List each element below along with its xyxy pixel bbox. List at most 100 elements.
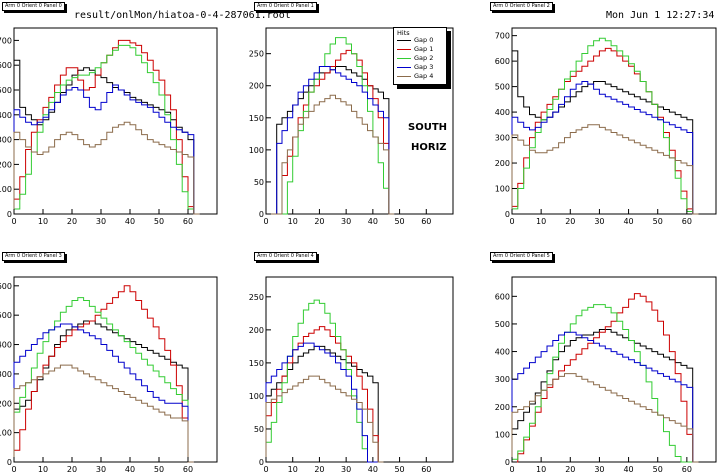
panel-4-ytick-label: 250 xyxy=(249,293,264,302)
panel-3-ytick-label: 200 xyxy=(0,399,12,408)
panel-3-xtick-label: 10 xyxy=(38,465,48,474)
panel-5-xtick-label: 40 xyxy=(623,465,633,474)
panel-5-ytick-label: 500 xyxy=(495,320,510,329)
panel-2-frame xyxy=(511,27,717,215)
panel-3-xtick-label: 60 xyxy=(183,465,193,474)
panel-4-xtick-label: 50 xyxy=(394,465,404,474)
panel-5-ytick-label: 100 xyxy=(495,430,510,439)
panel-5-ytick-label: 300 xyxy=(495,375,510,384)
panel-1-xtick-label: 30 xyxy=(341,217,351,226)
panel-3-ytick-label: 600 xyxy=(0,282,12,291)
panel-5-xtick-label: 60 xyxy=(682,465,692,474)
panel-1-series-gap-4 xyxy=(266,94,395,215)
panel-0-ytick-label: 500 xyxy=(0,86,12,95)
panel-2-ytick-label: 400 xyxy=(495,108,510,117)
panel-3-title: Arm 0 Orient 0 Panel 3 xyxy=(2,252,65,261)
panel-5-series-gap-4 xyxy=(511,373,699,463)
panel-1-xtick-label: 50 xyxy=(394,217,404,226)
panel-4-title: Arm 0 Orient 0 Panel 4 xyxy=(254,252,317,261)
panel-3-xtick-label: 30 xyxy=(96,465,106,474)
panel-5-series-gap-3 xyxy=(511,331,699,463)
panel-2-xtick-label: 20 xyxy=(565,217,575,226)
panel-0-ytick-label: 700 xyxy=(0,36,12,45)
panel-2-xtick-label: 60 xyxy=(682,217,692,226)
panel-4-series-gap-3 xyxy=(265,342,384,463)
legend-entry: Gap 1 xyxy=(394,45,446,54)
legend-entry: Gap 4 xyxy=(394,72,446,81)
panel-3-frame xyxy=(13,276,218,463)
panel-3-series-gap-0 xyxy=(13,320,194,463)
panel-0-ytick-label: 200 xyxy=(0,160,12,169)
legend-title: Hits xyxy=(397,29,410,37)
legend: Hits Gap 0 Gap 1 Gap 2 Gap 3 Gap 4 xyxy=(393,27,447,85)
panel-3-series-gap-1 xyxy=(13,285,194,463)
panel-0-ytick-label: 600 xyxy=(0,61,12,70)
panel-1-xtick-label: 10 xyxy=(288,217,298,226)
panel-1-xtick-label: 60 xyxy=(421,217,431,226)
legend-label: Gap 4 xyxy=(414,72,434,80)
panel-4-xtick-label: 10 xyxy=(288,465,298,474)
panel-1-ytick-label: 250 xyxy=(249,50,264,59)
panel-0-series-gap-2 xyxy=(13,44,200,215)
panel-4-series-gap-1 xyxy=(265,326,384,463)
panel-4-ytick-label: 0 xyxy=(259,458,264,467)
panel-2-xtick-label: 50 xyxy=(653,217,663,226)
panel-2-ytick-label: 600 xyxy=(495,57,510,66)
panel-3-ytick-label: 100 xyxy=(0,429,12,438)
panel-0-frame xyxy=(13,27,218,215)
panel-5-ytick-label: 0 xyxy=(505,458,510,467)
panel-1-ytick-label: 0 xyxy=(259,210,264,219)
panel-5-xtick-label: 0 xyxy=(509,465,514,474)
legend-entry: Gap 3 xyxy=(394,63,446,72)
panel-5-xtick-label: 10 xyxy=(536,465,546,474)
legend-swatch xyxy=(397,67,411,68)
legend-swatch xyxy=(397,76,411,77)
panel-2-xtick-label: 30 xyxy=(594,217,604,226)
panel-4-ytick-label: 150 xyxy=(249,359,264,368)
panel-1-ytick-label: 100 xyxy=(249,146,264,155)
panel-5-ytick-label: 600 xyxy=(495,292,510,301)
panel-4-xtick-label: 20 xyxy=(314,465,324,474)
panel-0-xtick-label: 20 xyxy=(67,217,77,226)
panel-2-xtick-label: 0 xyxy=(509,217,514,226)
panel-3-xtick-label: 40 xyxy=(125,465,135,474)
panel-4-ytick-label: 100 xyxy=(249,392,264,401)
panel-3-series-gap-3 xyxy=(13,323,194,463)
panel-3-ytick-label: 300 xyxy=(0,370,12,379)
panel-5-xtick-label: 30 xyxy=(594,465,604,474)
panel-0-xtick-label: 50 xyxy=(154,217,164,226)
panel-2-series-gap-3 xyxy=(511,81,699,215)
panel-2-xtick-label: 10 xyxy=(536,217,546,226)
panel-3-xtick-label: 50 xyxy=(154,465,164,474)
panel-2-series-gap-4 xyxy=(511,124,699,215)
panel-5-frame xyxy=(511,276,717,463)
panel-2-ytick-label: 0 xyxy=(505,210,510,219)
panel-0-series-gap-4 xyxy=(13,121,200,215)
panel-3-series-gap-4 xyxy=(13,364,194,463)
panel-3-series-gap-2 xyxy=(13,297,194,463)
legend-entry: Gap 2 xyxy=(394,54,446,63)
legend-label: Gap 2 xyxy=(414,54,434,62)
panel-1-ytick-label: 50 xyxy=(254,178,264,187)
panel-1-series-gap-3 xyxy=(266,66,395,215)
panel-0-ytick-label: 100 xyxy=(0,185,12,194)
panel-2-title: Arm 0 Orient 0 Panel 2 xyxy=(490,2,553,11)
panel-1-ytick-label: 150 xyxy=(249,114,264,123)
panel-2-ytick-label: 300 xyxy=(495,134,510,143)
panel-0-ytick-label: 0 xyxy=(7,210,12,219)
panel-4-series-gap-2 xyxy=(265,299,384,463)
legend-label: Gap 1 xyxy=(414,45,434,53)
panel-3-ytick-label: 500 xyxy=(0,311,12,320)
panel-3-ytick-label: 400 xyxy=(0,341,12,350)
panel-0-series-gap-3 xyxy=(13,84,200,215)
legend-swatch xyxy=(397,58,411,59)
panel-0-ytick-label: 300 xyxy=(0,136,12,145)
panel-2-xtick-label: 40 xyxy=(623,217,633,226)
legend-label: Gap 3 xyxy=(414,63,434,71)
panel-0-title: Arm 0 Orient 0 Panel 0 xyxy=(2,2,65,11)
annotation-south: SOUTH xyxy=(408,122,448,133)
panel-4-xtick-label: 0 xyxy=(263,465,268,474)
legend-swatch xyxy=(397,49,411,50)
legend-label: Gap 0 xyxy=(414,36,434,44)
panel-0-xtick-label: 40 xyxy=(125,217,135,226)
